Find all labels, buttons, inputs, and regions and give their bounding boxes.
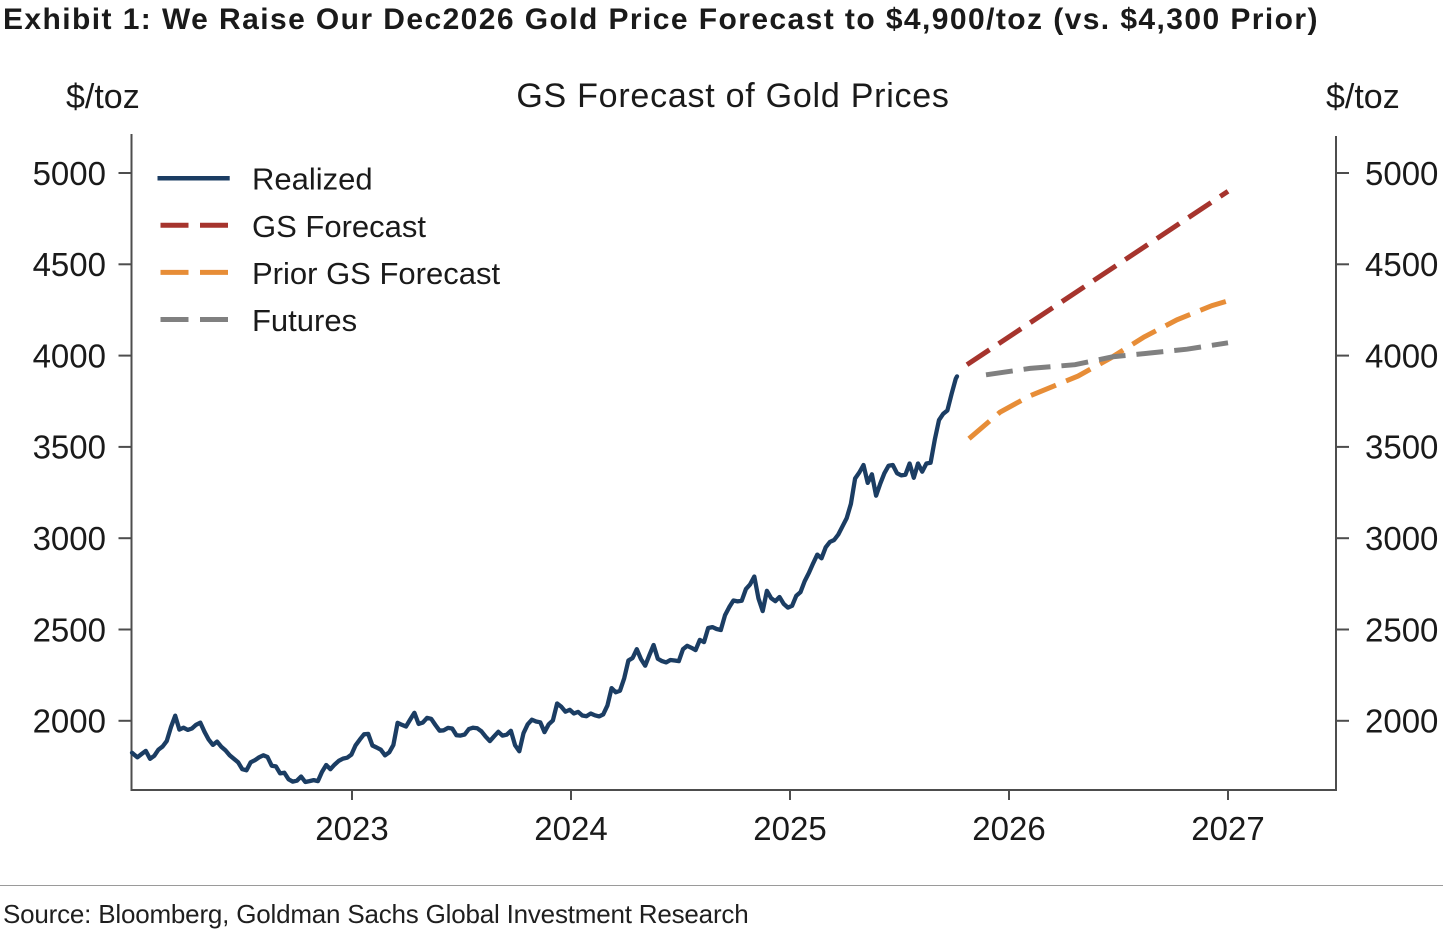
svg-text:2000: 2000	[33, 703, 106, 740]
svg-text:2500: 2500	[1365, 611, 1438, 648]
svg-text:3500: 3500	[33, 429, 106, 466]
svg-text:2024: 2024	[534, 810, 607, 847]
svg-text:3500: 3500	[1365, 429, 1438, 466]
svg-text:5000: 5000	[33, 155, 106, 192]
svg-text:2500: 2500	[33, 611, 106, 648]
svg-text:$/toz: $/toz	[1326, 78, 1400, 116]
svg-text:4000: 4000	[1365, 337, 1438, 374]
svg-text:Futures: Futures	[252, 303, 357, 338]
svg-text:5000: 5000	[1365, 155, 1438, 192]
svg-text:GS Forecast of Gold Prices: GS Forecast of Gold Prices	[516, 77, 949, 115]
svg-text:4500: 4500	[1365, 246, 1438, 283]
svg-text:Realized: Realized	[252, 162, 373, 197]
svg-text:Prior GS Forecast: Prior GS Forecast	[252, 256, 500, 291]
svg-text:2026: 2026	[972, 810, 1045, 847]
svg-text:2027: 2027	[1191, 810, 1264, 847]
svg-text:2000: 2000	[1365, 703, 1438, 740]
svg-text:$/toz: $/toz	[66, 78, 140, 116]
svg-text:4500: 4500	[33, 246, 106, 283]
svg-text:3000: 3000	[1365, 520, 1438, 557]
svg-text:2025: 2025	[753, 810, 826, 847]
svg-text:2023: 2023	[315, 810, 388, 847]
svg-text:GS Forecast: GS Forecast	[252, 209, 426, 244]
svg-text:3000: 3000	[33, 520, 106, 557]
svg-text:4000: 4000	[33, 337, 106, 374]
